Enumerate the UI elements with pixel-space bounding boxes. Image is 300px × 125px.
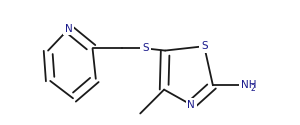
Text: S: S xyxy=(201,41,208,51)
Bar xyxy=(239,78,261,94)
Text: N: N xyxy=(187,100,195,110)
Text: 2: 2 xyxy=(250,84,255,93)
Text: S: S xyxy=(142,43,149,53)
Text: N: N xyxy=(65,24,73,34)
Bar xyxy=(129,116,151,125)
Bar xyxy=(140,42,151,55)
Bar xyxy=(199,40,210,53)
Text: NH: NH xyxy=(241,80,256,90)
Bar xyxy=(63,22,74,35)
Bar xyxy=(186,98,196,111)
